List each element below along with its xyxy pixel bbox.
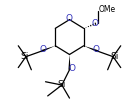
Text: O: O xyxy=(66,14,73,23)
Text: O: O xyxy=(92,19,99,28)
Text: Si: Si xyxy=(21,52,29,61)
Polygon shape xyxy=(84,46,98,52)
Text: Si: Si xyxy=(58,80,66,89)
Polygon shape xyxy=(41,46,55,52)
Text: O: O xyxy=(92,45,99,54)
Polygon shape xyxy=(68,54,71,70)
Text: O: O xyxy=(69,64,76,73)
Text: Si: Si xyxy=(110,52,118,61)
Text: OMe: OMe xyxy=(98,5,116,14)
Text: O: O xyxy=(40,45,47,54)
